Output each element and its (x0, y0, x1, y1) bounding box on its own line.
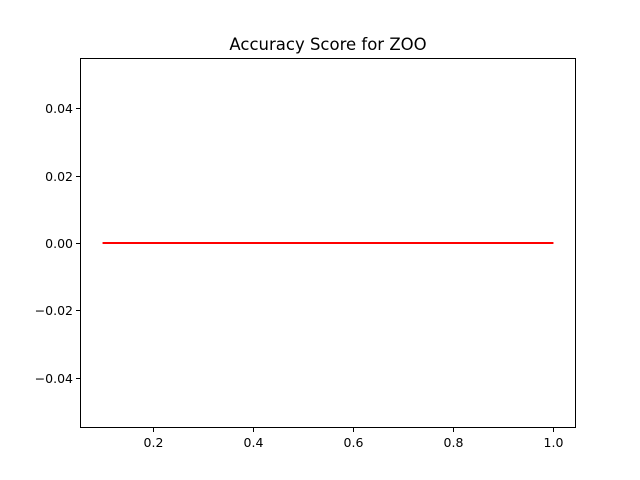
x-tick-label: 0.4 (244, 435, 264, 450)
y-tick-label: 0.04 (45, 101, 73, 116)
x-axis: 0.2 0.4 0.6 0.8 1.0 (144, 428, 564, 450)
x-tick-label: 0.6 (344, 435, 364, 450)
x-tick-label: 0.8 (444, 435, 464, 450)
plot-area (80, 58, 576, 428)
y-tick-label: 0.00 (45, 236, 73, 251)
x-tick-label: 1.0 (544, 435, 564, 450)
chart-title: Accuracy Score for ZOO (229, 35, 426, 54)
y-tick-label: 0.02 (45, 169, 73, 184)
y-tick-label: −0.02 (35, 303, 73, 318)
y-tick-label: −0.04 (35, 371, 73, 386)
x-tick-label: 0.2 (144, 435, 164, 450)
axes-frame (80, 58, 576, 428)
y-axis: 0.04 0.02 0.00 −0.02 −0.04 (35, 101, 80, 386)
